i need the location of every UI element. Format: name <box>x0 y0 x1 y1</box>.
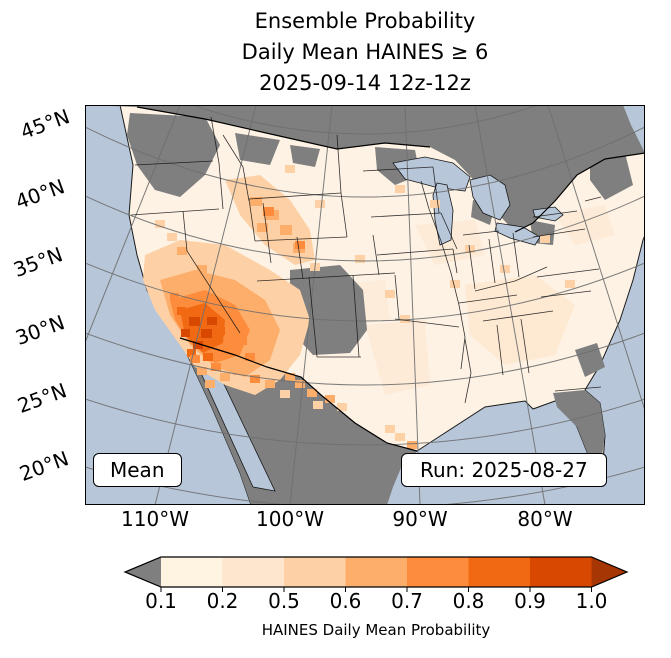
lon-label-100w: 100°W <box>256 507 324 531</box>
lake-huron <box>469 174 511 221</box>
colorbar-seg-4 <box>345 557 407 587</box>
colorbar-over-arrow <box>591 557 627 587</box>
colorbar-seg-3 <box>284 557 346 587</box>
run-date-box: Run: 2025-08-27 <box>401 453 607 487</box>
cbtick-0-8: 0.8 <box>452 589 485 613</box>
lon-label-90w: 90°W <box>392 507 448 531</box>
lat-label-35n: 35°N <box>10 242 66 282</box>
lake-ontario <box>532 206 564 222</box>
lon-label-110w: 110°W <box>121 507 189 531</box>
mean-stat-box: Mean <box>93 453 182 487</box>
lat-label-45n: 45°N <box>17 104 73 144</box>
lat-label-30n: 30°N <box>12 310 68 350</box>
high-probability-region <box>143 165 575 449</box>
title-line-3: 2025-09-14 12z-12z <box>259 71 471 95</box>
cbtick-0-5: 0.5 <box>268 589 300 613</box>
lat-label-20n: 20°N <box>16 446 72 486</box>
cbtick-1-0: 1.0 <box>575 589 608 613</box>
colorbar-seg-1 <box>161 557 223 587</box>
lon-label-80w: 80°W <box>517 507 573 531</box>
lake-erie <box>494 222 541 246</box>
colorbar-label: HAINES Daily Mean Probability <box>261 621 491 639</box>
atlantic-corner <box>623 105 645 153</box>
conus-probability-map <box>85 105 645 505</box>
colorbar-ticks <box>160 587 592 592</box>
probability-colorbar <box>123 556 629 592</box>
colorbar-under-arrow <box>125 557 161 587</box>
colorbar-seg-6 <box>468 557 530 587</box>
state-borders <box>130 116 602 404</box>
cbtick-0-1: 0.1 <box>145 589 177 613</box>
page-title: Ensemble Probability Daily Mean HAINES ≥… <box>85 6 645 99</box>
title-line-1: Ensemble Probability <box>254 9 476 33</box>
lat-label-25n: 25°N <box>14 378 70 418</box>
lat-label-40n: 40°N <box>12 174 68 214</box>
colorbar-seg-5 <box>407 557 469 587</box>
cbtick-0-7: 0.7 <box>391 589 423 613</box>
cbtick-0-9: 0.9 <box>514 589 546 613</box>
lakes-and-gulfs <box>194 105 645 492</box>
cbtick-0-6: 0.6 <box>329 589 362 613</box>
cbtick-0-2: 0.2 <box>206 589 239 613</box>
map-frame <box>85 105 645 505</box>
national-borders <box>136 106 645 452</box>
colorbar-seg-2 <box>222 557 284 587</box>
title-line-2: Daily Mean HAINES ≥ 6 <box>241 40 489 64</box>
lake-superior <box>392 156 471 192</box>
colorbar-seg-7 <box>530 557 592 587</box>
